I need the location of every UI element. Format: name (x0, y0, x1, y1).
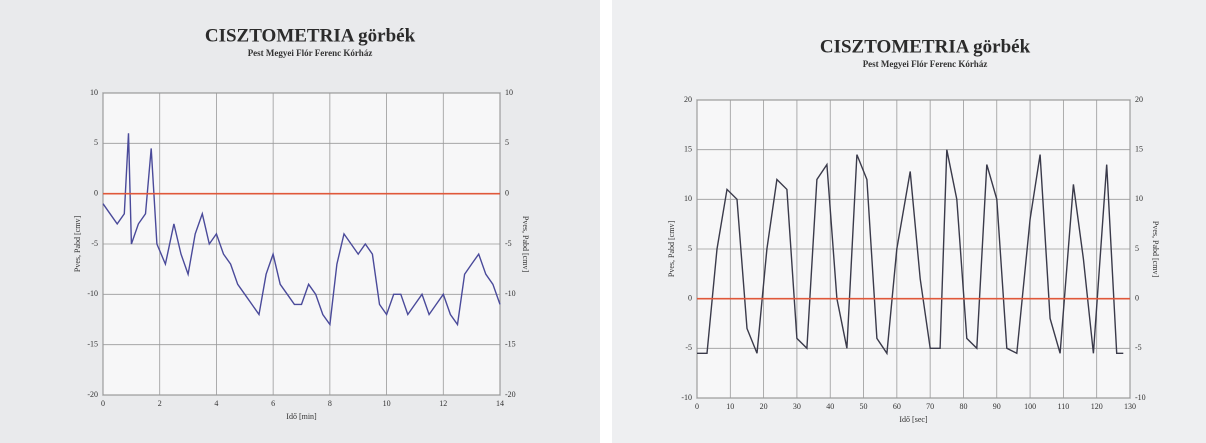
x-tick-label: 110 (1058, 402, 1070, 411)
y2-tick-label: 10 (505, 88, 513, 97)
x-tick-label: 0 (101, 399, 105, 408)
x-tick-label: 12 (439, 399, 447, 408)
y-tick-label: 10 (684, 194, 692, 203)
x-tick-label: 2 (158, 399, 162, 408)
x-tick-label: 10 (383, 399, 391, 408)
y-tick-label: 5 (94, 138, 98, 147)
x-tick-label: 30 (793, 402, 801, 411)
y2-tick-label: -15 (505, 339, 516, 348)
y2-tick-label: 0 (1135, 293, 1139, 302)
y-tick-label: 15 (684, 144, 692, 153)
x-tick-label: 120 (1091, 402, 1103, 411)
page: {"chart_data": [ {"type": "line", "title… (0, 0, 1206, 443)
x-tick-label: 130 (1124, 402, 1136, 411)
y-tick-label: -10 (681, 393, 692, 402)
y2-tick-label: 0 (505, 188, 509, 197)
x-tick-label: 4 (214, 399, 218, 408)
y-tick-label: -10 (87, 289, 98, 298)
y2-axis-label: Pves, Pabd [cmv] (521, 216, 530, 273)
x-axis-label: Idő [sec] (899, 415, 928, 424)
x-tick-label: 100 (1024, 402, 1036, 411)
x-tick-label: 70 (926, 402, 934, 411)
x-tick-label: 8 (328, 399, 332, 408)
y-tick-label: -15 (87, 339, 98, 348)
x-tick-label: 14 (496, 399, 504, 408)
y2-tick-label: 20 (1135, 95, 1143, 104)
y2-tick-label: 5 (505, 138, 509, 147)
x-axis-label: Idő [min] (286, 412, 317, 421)
x-tick-label: 6 (271, 399, 275, 408)
y-axis-label: Pves, Pabd [cmv] (667, 221, 676, 278)
x-tick-label: 60 (893, 402, 901, 411)
chart-title: CISZTOMETRIA görbék (205, 25, 416, 46)
x-tick-label: 0 (695, 402, 699, 411)
y-tick-label: -20 (87, 390, 98, 399)
x-tick-label: 10 (726, 402, 734, 411)
y2-axis-label: Pves, Pabd [cmv] (1151, 221, 1160, 278)
y-tick-label: 5 (688, 244, 692, 253)
y-tick-label: 20 (684, 95, 692, 104)
y-axis-label: Pves, Pabd [cmv] (73, 216, 82, 273)
x-tick-label: 40 (826, 402, 834, 411)
y2-tick-label: -20 (505, 390, 516, 399)
chart-subtitle: Pest Megyei Flór Ferenc Kórház (863, 59, 988, 69)
x-tick-label: 90 (993, 402, 1001, 411)
y2-tick-label: -10 (505, 289, 516, 298)
x-tick-label: 50 (860, 402, 868, 411)
chart: CISZTOMETRIA görbék Pest Megyei Flór Fere… (0, 0, 1206, 443)
x-tick-label: 80 (959, 402, 967, 411)
y-tick-label: 0 (688, 293, 692, 302)
y2-tick-label: -5 (1135, 343, 1142, 352)
y2-tick-label: -5 (505, 239, 512, 248)
chart-title: CISZTOMETRIA görbék (820, 36, 1031, 57)
x-tick-label: 20 (760, 402, 768, 411)
chart-subtitle: Pest Megyei Flór Ferenc Kórház (248, 48, 373, 58)
y2-tick-label: -10 (1135, 393, 1146, 402)
y-tick-label: 10 (90, 88, 98, 97)
y-tick-label: -5 (685, 343, 692, 352)
y2-tick-label: 5 (1135, 244, 1139, 253)
y-tick-label: -5 (91, 239, 98, 248)
y-tick-label: 0 (94, 188, 98, 197)
y2-tick-label: 15 (1135, 144, 1143, 153)
y2-tick-label: 10 (1135, 194, 1143, 203)
